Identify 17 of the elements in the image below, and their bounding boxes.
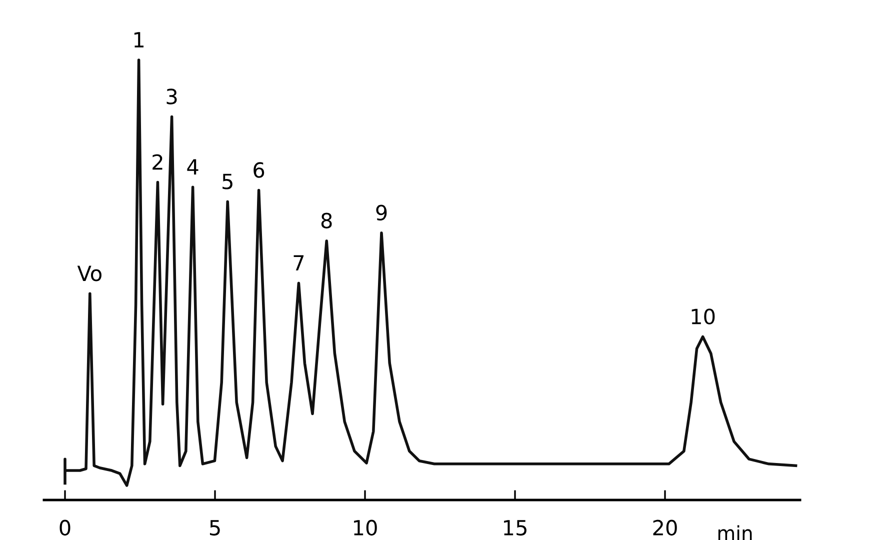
x-tick-label: 10 (354, 520, 377, 536)
annotation: Vo (77, 266, 102, 282)
annotation: 4 (187, 159, 198, 174)
annotation: 9 (376, 204, 387, 221)
annotation: 6 (254, 162, 264, 178)
annotation: 8 (321, 212, 332, 228)
annotation: 3 (166, 88, 177, 104)
x-tick-label: 15 (504, 520, 526, 536)
x-tick-label: 0 (60, 520, 70, 536)
annotation: 7 (294, 255, 304, 270)
annotation: 2 (152, 154, 162, 170)
annotation: 1 (134, 32, 144, 48)
x-tick-label: 5 (210, 520, 220, 536)
annotation: 10 (692, 308, 715, 324)
x-axis-title: min (718, 525, 752, 540)
x-tick-label: 20 (653, 520, 677, 536)
annotation: 5 (222, 174, 232, 190)
